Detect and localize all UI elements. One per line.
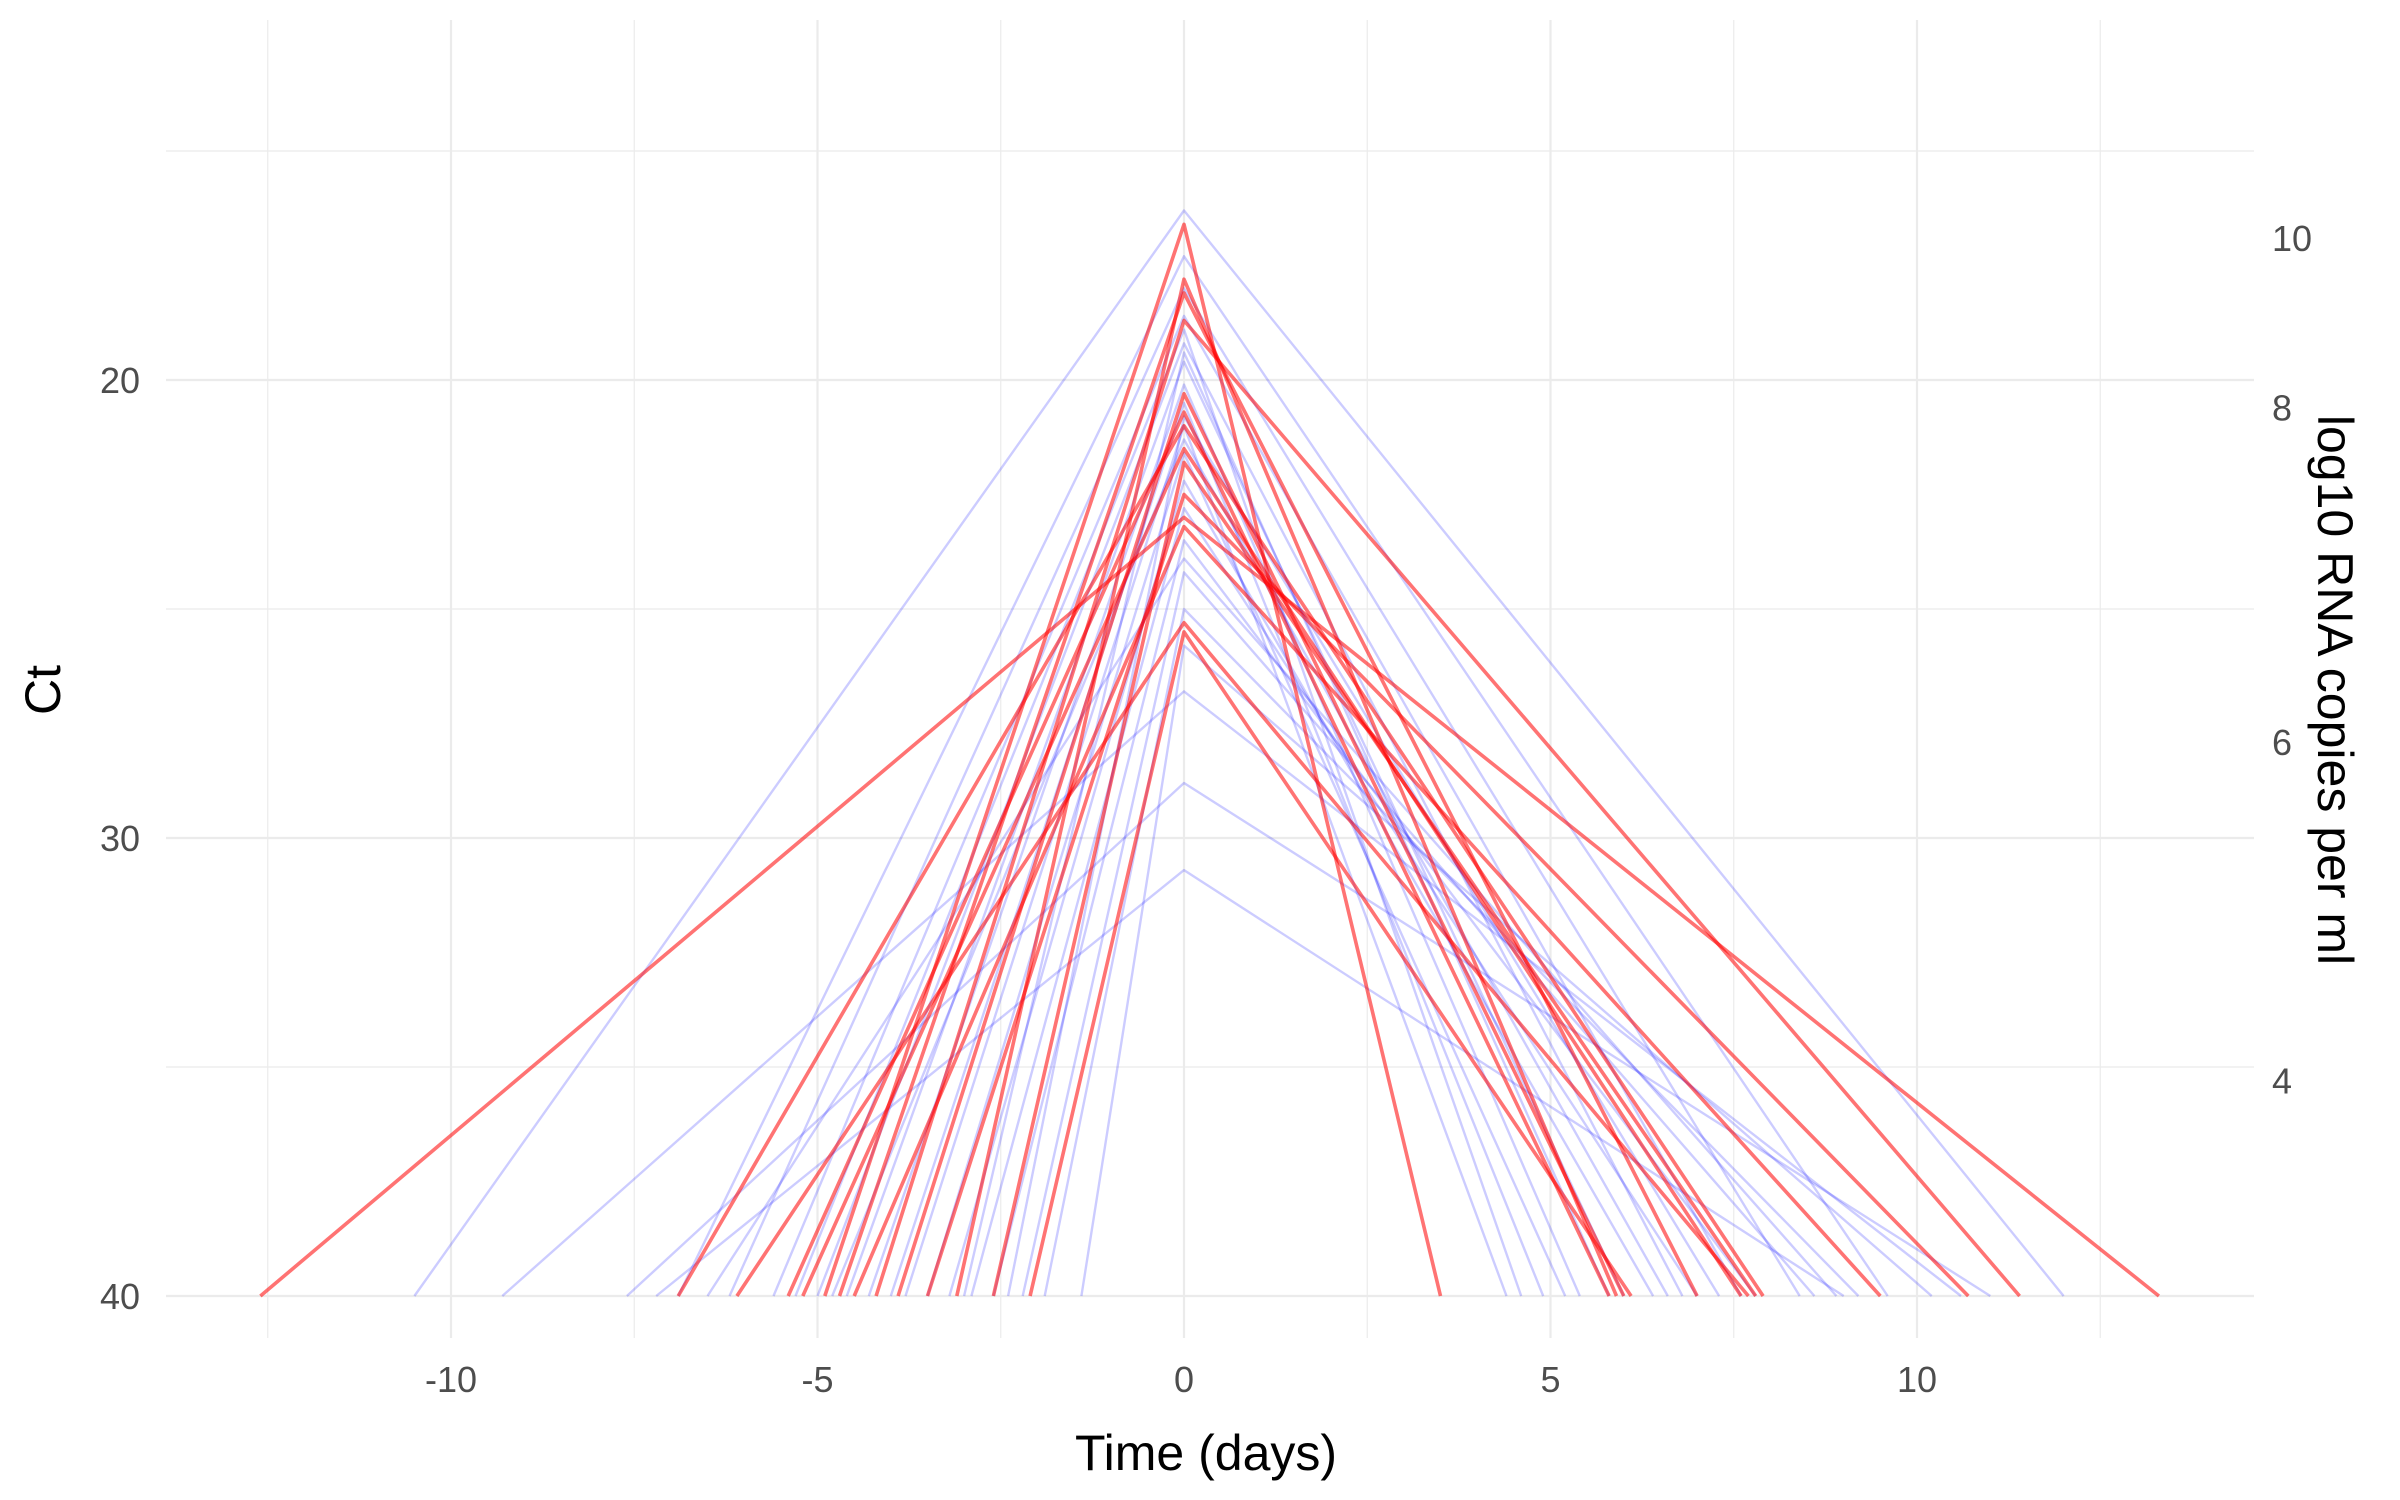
series-group-red: [259, 222, 2161, 1298]
series-line-blue: [1006, 415, 1721, 1297]
y-tick-labels: 20 30 40: [100, 360, 140, 1317]
series-line-red: [896, 391, 1626, 1297]
y-axis-title: Ct: [15, 665, 71, 715]
series-line-blue: [970, 507, 1699, 1297]
series-group-blue: [413, 209, 2065, 1298]
series-line-blue: [992, 539, 1757, 1297]
series-line-blue: [1021, 571, 1816, 1297]
series-line-red: [259, 515, 2161, 1298]
x-tick-label: -5: [801, 1359, 833, 1400]
x-tick-label: 0: [1174, 1359, 1194, 1400]
series-line-red: [837, 291, 1699, 1297]
series-line-blue: [706, 557, 1838, 1297]
series-line-blue: [413, 209, 2065, 1297]
y2-tick-label: 8: [2272, 387, 2292, 428]
x-axis-title: Time (days): [1075, 1425, 1337, 1481]
series-line-blue: [728, 287, 1801, 1297]
series-line-blue: [831, 438, 1669, 1297]
series-line-blue: [501, 690, 1962, 1297]
y-tick-label: 20: [100, 360, 140, 401]
series-line-red: [676, 423, 1765, 1297]
series-line-blue: [962, 351, 1611, 1297]
series-line-blue: [677, 255, 1889, 1297]
series-line-blue: [1080, 644, 1933, 1297]
series-line-red: [823, 222, 1443, 1297]
series-line-red: [874, 318, 2021, 1298]
series-line-blue: [816, 342, 1684, 1297]
y2-axis-title: log10 RNA copies per ml: [2307, 415, 2363, 965]
y2-tick-label: 6: [2272, 722, 2292, 763]
y2-tick-label: 10: [2272, 218, 2312, 259]
series-line-blue: [794, 328, 1523, 1297]
y2-tick-label: 4: [2272, 1061, 2292, 1102]
series-line-blue: [1043, 607, 1860, 1297]
grid-major: [166, 20, 2254, 1338]
x-tick-label: -10: [425, 1359, 477, 1400]
series-line-blue: [948, 479, 1655, 1297]
series-line-red: [991, 460, 1758, 1298]
series-line-red: [735, 620, 1750, 1298]
y-tick-label: 30: [100, 818, 140, 859]
series-line-red: [1028, 630, 1633, 1298]
series-line-blue: [926, 452, 1567, 1297]
x-tick-labels: -10 -5 0 5 10: [425, 1359, 1937, 1400]
series-line-red: [801, 446, 1743, 1297]
series-line-red: [925, 492, 1970, 1298]
series-line-blue: [889, 401, 1545, 1297]
series-line-red: [955, 277, 1619, 1297]
series-line-blue: [626, 781, 1991, 1298]
x-tick-label: 5: [1540, 1359, 1560, 1400]
x-tick-label: 10: [1897, 1359, 1937, 1400]
y2-tick-labels: 10 8 6 4: [2272, 218, 2312, 1102]
grid-minor: [166, 20, 2254, 1338]
series-line-blue: [772, 314, 1743, 1297]
y-tick-label: 40: [100, 1276, 140, 1317]
series-line-blue: [845, 360, 1625, 1297]
series-line-red: [786, 410, 1611, 1297]
series-line-red: [852, 524, 1882, 1298]
